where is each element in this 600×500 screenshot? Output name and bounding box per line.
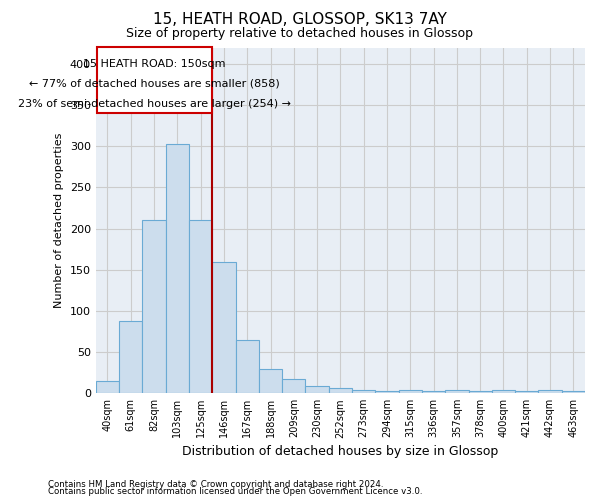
- Bar: [398, 390, 422, 393]
- Bar: [422, 390, 445, 393]
- Bar: [305, 386, 329, 393]
- Bar: [469, 390, 492, 393]
- Bar: [282, 379, 305, 393]
- Bar: [166, 144, 189, 393]
- Bar: [97, 48, 212, 114]
- Text: Contains public sector information licensed under the Open Government Licence v3: Contains public sector information licen…: [48, 487, 422, 496]
- Bar: [492, 390, 515, 393]
- Text: Contains HM Land Registry data © Crown copyright and database right 2024.: Contains HM Land Registry data © Crown c…: [48, 480, 383, 489]
- Bar: [376, 390, 398, 393]
- Y-axis label: Number of detached properties: Number of detached properties: [54, 132, 64, 308]
- Bar: [562, 390, 585, 393]
- Text: ← 77% of detached houses are smaller (858): ← 77% of detached houses are smaller (85…: [29, 79, 280, 89]
- Bar: [212, 262, 236, 393]
- Bar: [538, 390, 562, 393]
- Bar: [329, 388, 352, 393]
- Bar: [96, 381, 119, 393]
- Bar: [445, 390, 469, 393]
- Bar: [119, 321, 142, 393]
- Text: 23% of semi-detached houses are larger (254) →: 23% of semi-detached houses are larger (…: [18, 98, 291, 108]
- Bar: [515, 390, 538, 393]
- Text: 15 HEATH ROAD: 150sqm: 15 HEATH ROAD: 150sqm: [83, 59, 226, 69]
- Bar: [189, 220, 212, 393]
- X-axis label: Distribution of detached houses by size in Glossop: Distribution of detached houses by size …: [182, 444, 499, 458]
- Text: Size of property relative to detached houses in Glossop: Size of property relative to detached ho…: [127, 28, 473, 40]
- Bar: [259, 368, 282, 393]
- Bar: [352, 390, 376, 393]
- Bar: [142, 220, 166, 393]
- Bar: [236, 340, 259, 393]
- Text: 15, HEATH ROAD, GLOSSOP, SK13 7AY: 15, HEATH ROAD, GLOSSOP, SK13 7AY: [153, 12, 447, 28]
